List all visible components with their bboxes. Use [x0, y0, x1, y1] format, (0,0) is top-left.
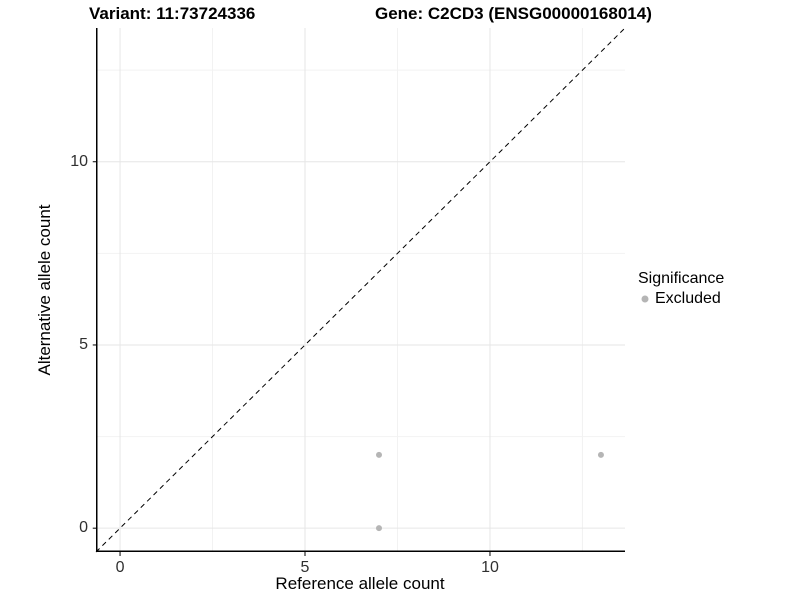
x-tick-label: 10 [481, 559, 499, 576]
data-point [375, 525, 382, 532]
identity-dashed-line [95, 28, 626, 553]
data-point [597, 451, 604, 458]
legend-title: Significance [638, 270, 725, 287]
x-axis-title: Reference allele count [275, 574, 445, 593]
x-tick-label: 5 [300, 559, 310, 576]
y-axis-title: Alternative allele count [35, 204, 54, 376]
legend-entry-excluded: Excluded [638, 290, 724, 308]
plot-panel [92, 28, 626, 556]
y-tick-label: 0 [79, 519, 88, 537]
data-point [375, 451, 382, 458]
y-tick-label: 5 [79, 335, 88, 353]
variant-title: Variant: 11:73724336 [89, 4, 256, 23]
gene-title: Gene: C2CD3 (ENSG00000168014) [375, 4, 652, 23]
legend: Significance Excluded [638, 270, 724, 308]
x-tick-label: 0 [115, 559, 125, 576]
legend-point-icon [638, 292, 652, 306]
legend-entry-label: Excluded [655, 290, 721, 307]
y-tick-label: 10 [70, 152, 88, 170]
